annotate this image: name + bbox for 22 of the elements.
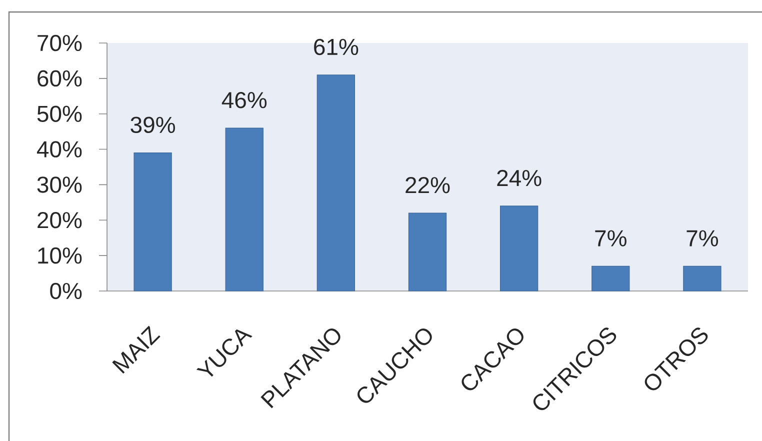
y-tick-label: 70% [38,34,82,52]
data-label: 22% [406,176,450,194]
data-label: 46% [222,92,267,108]
y-tick-label: 50% [37,106,82,122]
data-label: 7% [595,230,626,246]
y-tick-label: 20% [38,212,82,228]
data-label: 7% [686,230,718,246]
bar [592,266,630,292]
bar [225,128,264,292]
y-tick-label: 40% [36,141,82,158]
y-tick-label: 10% [38,247,82,264]
bar [316,74,356,292]
bar [134,152,172,292]
data-label: 24% [497,170,542,186]
y-tick-label: 30% [37,176,82,193]
bar [408,212,447,292]
bar [683,266,722,292]
data-label: 61% [314,38,358,56]
bar [500,206,538,292]
y-tick-label: 0% [50,282,82,300]
y-tick-label: 60% [38,70,82,87]
data-label: 39% [130,116,175,134]
